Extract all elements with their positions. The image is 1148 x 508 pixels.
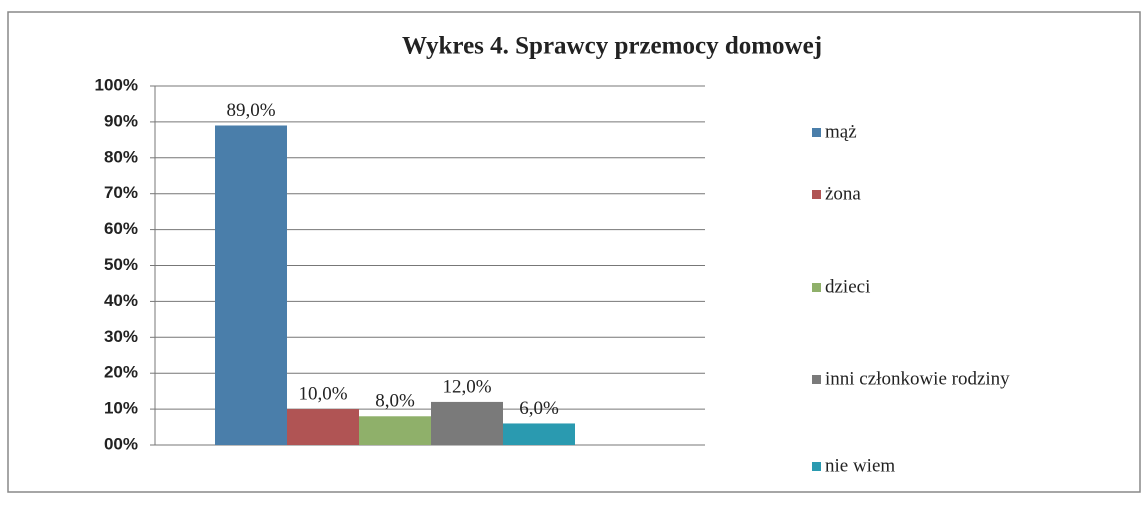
y-tick-label: 00% — [104, 434, 138, 453]
y-tick-label: 10% — [104, 399, 138, 418]
legend-label: dzieci — [825, 276, 870, 297]
bar — [503, 423, 575, 445]
bar — [431, 401, 503, 445]
y-tick-label: 80% — [104, 147, 138, 166]
y-tick-label: 100% — [95, 75, 138, 94]
bar — [215, 125, 287, 446]
legend-swatch — [812, 283, 821, 292]
chart-title: Wykres 4. Sprawcy przemocy domowej — [402, 33, 822, 60]
legend-swatch — [812, 375, 821, 384]
bar — [287, 409, 359, 445]
data-label: 12,0% — [442, 376, 491, 397]
chart-frame — [7, 11, 1141, 493]
data-label: 6,0% — [519, 398, 559, 419]
bar — [359, 416, 431, 445]
data-label: 8,0% — [375, 391, 415, 412]
legend-label: inni członkowie rodziny — [825, 368, 1010, 389]
y-tick-label: 90% — [104, 111, 138, 130]
y-tick-label: 60% — [104, 219, 138, 238]
y-tick-label: 20% — [104, 363, 138, 382]
data-label: 10,0% — [298, 383, 347, 404]
legend-label: żona — [825, 183, 861, 204]
legend-label: nie wiem — [825, 455, 895, 476]
y-tick-label: 50% — [104, 255, 138, 274]
y-tick-label: 30% — [104, 327, 138, 346]
legend-swatch — [812, 128, 821, 137]
legend-label: mąż — [825, 121, 857, 142]
legend-swatch — [812, 462, 821, 471]
legend-swatch — [812, 190, 821, 199]
data-label: 89,0% — [226, 100, 275, 121]
y-tick-label: 40% — [104, 291, 138, 310]
y-tick-label: 70% — [104, 183, 138, 202]
